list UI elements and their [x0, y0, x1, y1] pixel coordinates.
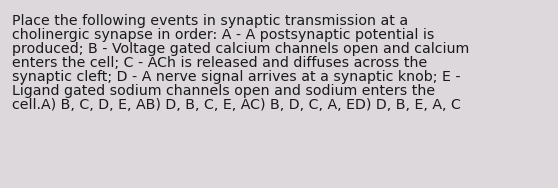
Text: produced; B - Voltage gated calcium channels open and calcium: produced; B - Voltage gated calcium chan… — [12, 42, 469, 56]
Text: Place the following events in synaptic transmission at a: Place the following events in synaptic t… — [12, 14, 408, 28]
Text: synaptic cleft; D - A nerve signal arrives at a synaptic knob; E -: synaptic cleft; D - A nerve signal arriv… — [12, 70, 460, 84]
Text: Ligand gated sodium channels open and sodium enters the: Ligand gated sodium channels open and so… — [12, 84, 435, 98]
Text: cell.A) B, C, D, E, AB) D, B, C, E, AC) B, D, C, A, ED) D, B, E, A, C: cell.A) B, C, D, E, AB) D, B, C, E, AC) … — [12, 99, 461, 112]
Text: cholinergic synapse in order: A - A postsynaptic potential is: cholinergic synapse in order: A - A post… — [12, 28, 434, 42]
Text: enters the cell; C - ACh is released and diffuses across the: enters the cell; C - ACh is released and… — [12, 56, 427, 70]
